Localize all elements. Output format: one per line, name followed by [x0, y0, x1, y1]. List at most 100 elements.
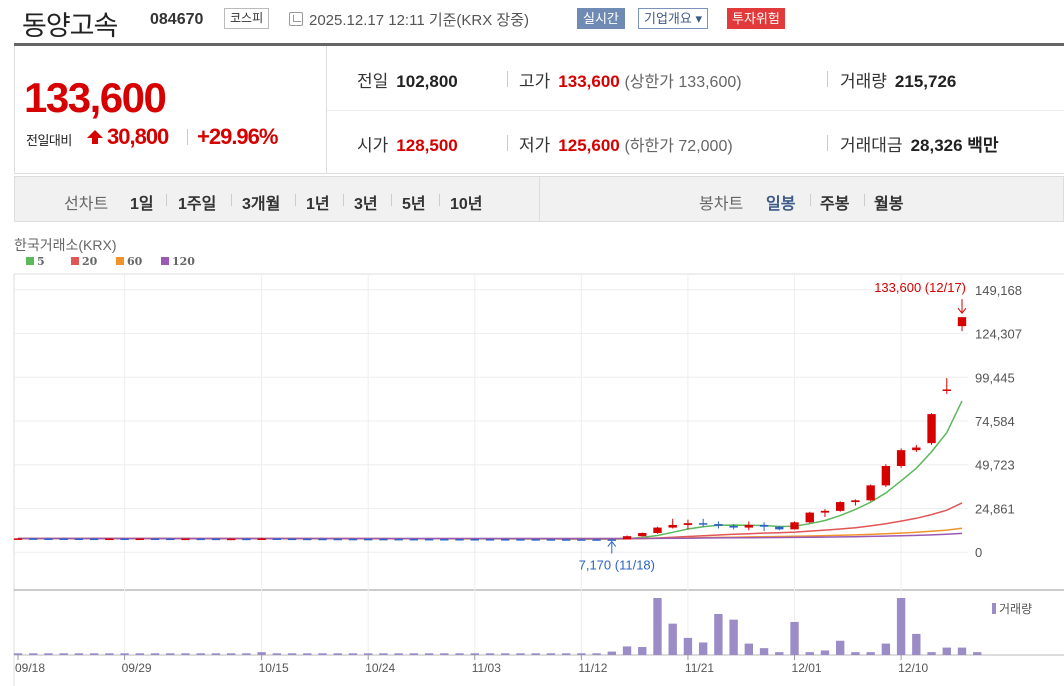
- volume-bar: [851, 652, 860, 655]
- period-5y[interactable]: 5년: [402, 196, 426, 213]
- volume-bar: [836, 640, 845, 655]
- period-10y[interactable]: 10년: [450, 196, 483, 213]
- candle-monthly[interactable]: 월봉: [874, 196, 904, 213]
- volume-bar: [74, 653, 84, 655]
- volume-legend-swatch: [992, 603, 996, 614]
- volume-bar: [257, 652, 266, 655]
- candle-body: [166, 538, 175, 541]
- divider: [507, 71, 508, 87]
- volume-bar: [607, 651, 616, 655]
- candle-body: [851, 500, 860, 503]
- x-tick-label: 11/03: [472, 661, 501, 675]
- volume-bar: [226, 653, 236, 655]
- min-price-label: 7,170 (11/18): [579, 558, 655, 573]
- candle-body: [226, 538, 236, 541]
- prev-close-value: 102,800: [396, 72, 458, 91]
- candle-daily[interactable]: 일봉: [766, 196, 796, 213]
- volume-bars: 거래량: [13, 598, 1032, 655]
- candle-body: [211, 538, 221, 541]
- volume-bar: [805, 652, 814, 655]
- period-3y[interactable]: 3년: [354, 196, 378, 213]
- period-3m[interactable]: 3개월: [242, 196, 281, 213]
- volume-bar: [120, 653, 129, 655]
- volume-bar: [424, 653, 434, 655]
- volume-bar: [698, 642, 708, 655]
- candle-body: [896, 450, 906, 466]
- candle-body: [744, 524, 754, 528]
- candle-body: [105, 538, 114, 541]
- volume-bar: [181, 653, 190, 655]
- volume-bar: [531, 653, 540, 655]
- volume-bar: [516, 653, 525, 655]
- candle-body: [622, 536, 632, 540]
- change-amount: 30,800: [107, 124, 169, 149]
- candle-body: [409, 538, 419, 541]
- candle-body: [546, 539, 556, 541]
- amount-unit: 백만: [967, 136, 999, 155]
- min-arrow-head: [607, 540, 617, 547]
- candle-body: [272, 538, 282, 540]
- investment-risk-badge[interactable]: 투자위험: [727, 8, 785, 29]
- candle-body: [318, 538, 327, 541]
- lower-limit: (하한가 72,000): [624, 138, 733, 155]
- candle-body: [29, 538, 38, 540]
- volume-bar: [150, 653, 160, 655]
- prev-close-label: 전일: [357, 72, 389, 91]
- volume-bar: [729, 619, 738, 655]
- y-tick-label: 124,307: [975, 327, 1022, 342]
- candle-body: [348, 538, 358, 541]
- realtime-button[interactable]: 실시간: [577, 8, 625, 29]
- volume-bar: [379, 653, 388, 655]
- y-tick-label: 0: [975, 545, 982, 560]
- candle-body: [866, 485, 875, 501]
- volume-bar: [957, 647, 967, 655]
- x-tick-label: 09/29: [122, 661, 152, 675]
- y-axis: 0 24,861 49,723 74,584 99,445 124,307 149,168: [975, 283, 1022, 560]
- volume-bar: [577, 653, 586, 655]
- y-tick-label: 149,168: [975, 283, 1022, 298]
- volume-bar: [59, 653, 68, 655]
- volume-bar: [303, 653, 312, 655]
- divider: [295, 194, 296, 206]
- change-percent: +29.96%: [197, 124, 278, 149]
- current-price-panel: 133,600 전일대비 30,800 +29.96%: [14, 46, 327, 174]
- volume-bar: [912, 633, 921, 655]
- volume-bar: [272, 653, 282, 655]
- low-price: 저가 125,600 (하한가 72,000): [519, 131, 733, 156]
- candle-body: [942, 389, 951, 391]
- candle-weekly[interactable]: 주봉: [820, 196, 850, 213]
- volume-bar: [196, 653, 205, 655]
- legend-swatch-60: [116, 257, 124, 265]
- legend-label-120: 120: [172, 255, 195, 268]
- period-1w[interactable]: 1주일: [178, 196, 217, 213]
- low-value: 125,600: [558, 136, 620, 155]
- volume-label: 거래량: [840, 72, 887, 91]
- volume-bar: [242, 653, 251, 655]
- candle-body: [729, 525, 738, 528]
- moving-averages: [17, 400, 963, 540]
- open-label: 시가: [357, 136, 389, 155]
- volume-bar: [440, 653, 449, 655]
- candle-body: [59, 538, 68, 540]
- period-1y[interactable]: 1년: [306, 196, 330, 213]
- volume-bar: [638, 647, 647, 655]
- candle-body: [470, 539, 479, 541]
- x-tick-label: 09/18: [15, 661, 45, 675]
- candle-body: [820, 510, 830, 513]
- candle-body: [303, 538, 312, 541]
- volume-bar: [973, 652, 982, 655]
- volume-bar: [105, 653, 114, 655]
- market-badge: 코스피: [224, 8, 270, 29]
- ma-line-120: [18, 532, 963, 540]
- amount-value: 28,326: [910, 136, 963, 155]
- divider: [439, 194, 440, 206]
- max-arrow-head: [957, 307, 967, 314]
- volume-bar: [744, 643, 754, 655]
- candle-body: [379, 538, 388, 541]
- candle-body: [485, 539, 495, 541]
- low-label: 저가: [519, 136, 551, 155]
- x-tick-label: 12/01: [792, 661, 822, 675]
- company-info-dropdown[interactable]: 기업개요 ▾: [638, 8, 708, 29]
- candle-body: [592, 539, 601, 541]
- period-1d[interactable]: 1일: [130, 196, 154, 213]
